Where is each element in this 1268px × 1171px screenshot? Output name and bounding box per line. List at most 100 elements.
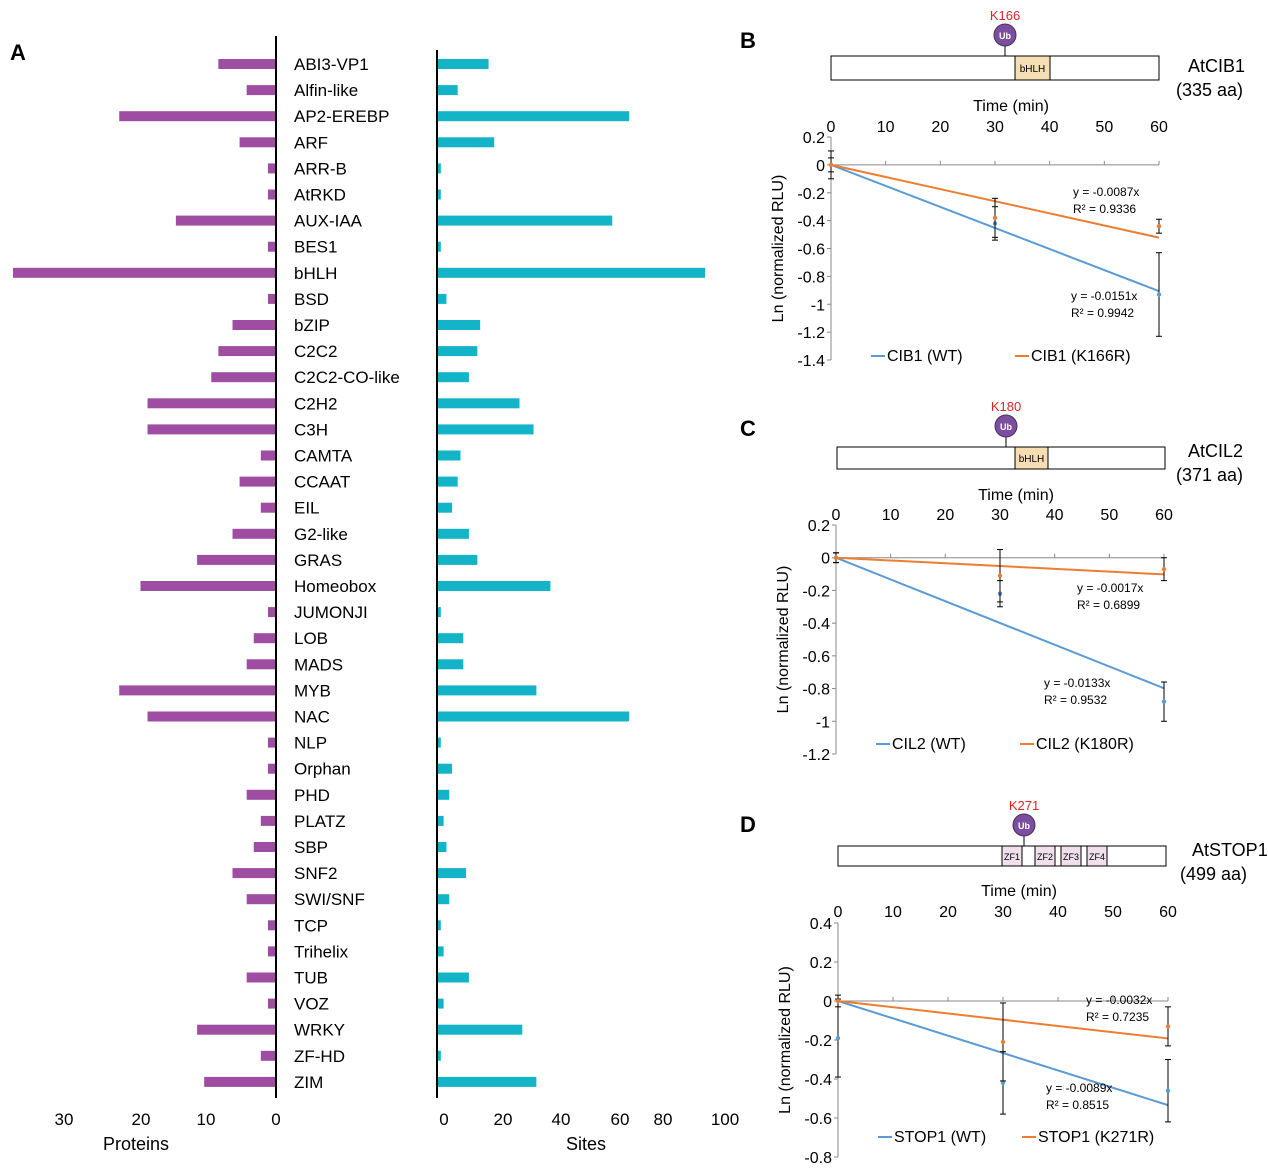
r-squared-mutant: R² = 0.7235 [1086,1010,1149,1024]
site-bar-JUMONJI [438,607,441,618]
category-label: ZIM [294,1073,323,1092]
legend-label-wt: CIL2 (WT) [892,736,966,753]
site-bar-NAC [438,711,630,722]
data-point-mutant [833,555,839,560]
y-tick-label: -1.2 [802,747,830,764]
category-label: LOB [294,629,328,648]
site-bar-C3H [438,424,534,435]
legend-label-wt: CIB1 (WT) [887,348,963,365]
ub-label: Ub [1000,422,1012,432]
category-label: ZF-HD [294,1047,345,1066]
y-tick-label: -0.4 [804,1072,832,1089]
x-tick-label: 10 [882,507,900,524]
domain-ZF4 [1086,845,1108,867]
category-label: PHD [294,786,330,805]
x-tick-label: 60 [1155,507,1173,524]
protein-diagram [836,446,1166,470]
sites-axis-label: Sites [566,1134,606,1154]
sites-tick: 60 [611,1110,630,1129]
protein-bar-C2H2 [147,398,275,409]
y-tick-label: -1.2 [797,325,825,342]
category-label: Trihelix [294,942,349,961]
site-bar-WRKY [438,1024,523,1035]
domain-bHLH [1014,55,1051,81]
protein-length: (335 aa) [1176,80,1243,100]
data-point-wt [1161,699,1167,704]
legend-label-mutant: CIL2 (K180R) [1036,736,1134,753]
y-tick-label: -0.6 [802,649,830,666]
category-label: MYB [294,681,331,700]
site-bar-VOZ [438,998,444,1009]
protein-bar-SWI/SNF [246,894,275,905]
category-label: G2-like [294,525,348,544]
sites-tick: 100 [711,1110,739,1129]
site-bar-Alfin-like [438,85,458,96]
category-label: Alfin-like [294,81,358,100]
x-tick-label: 60 [1159,904,1177,921]
y-tick-label: -0.6 [797,242,825,259]
site-bar-SBP [438,842,447,852]
category-label: NAC [294,708,330,727]
panel-label-c: C [740,416,756,441]
panel-label-b: B [740,28,756,53]
x-tick-label: 40 [1046,507,1064,524]
category-label: TUB [294,969,328,988]
protein-bar-VOZ [267,998,275,1009]
category-label: MADS [294,655,343,674]
site-bar-bZIP [438,320,481,330]
site-bar-C2C2 [438,346,478,357]
protein-bar-PHD [246,789,275,800]
protein-name: AtCIB1 [1188,56,1245,76]
domain-label: bHLH [1019,454,1045,465]
y-tick-label: 0.2 [808,518,830,535]
category-label: C3H [294,420,328,439]
site-bar-ABI3-VP1 [438,59,489,69]
x-tick-label: 30 [994,904,1012,921]
protein-diagram [830,55,1160,81]
category-label: Homeobox [294,577,377,596]
proteins-tick: 10 [197,1110,216,1129]
y-tick-label: -0.4 [802,616,830,633]
proteins-axis-label: Proteins [103,1134,169,1154]
y-axis-label: Ln (normalized RLU) [777,966,794,1114]
y-tick-label: 0.2 [810,955,832,972]
proteins-tick: 20 [132,1110,151,1129]
y-axis-label: Ln (normalized RLU) [770,175,787,323]
trendline-wt [835,556,1165,690]
site-bar-EIL [438,502,453,513]
x-tick-label: 10 [877,119,895,136]
x-tick-label: 50 [1104,904,1122,921]
category-label: C2C2 [294,342,337,361]
protein-bar-ABI3-VP1 [218,59,275,69]
y-tick-label: -0.2 [804,1033,832,1050]
protein-bar-Trihelix [267,946,275,957]
category-label: C2C2-CO-like [294,368,400,387]
data-point-mutant [1165,1024,1171,1029]
protein-bar-PLATZ [260,815,275,826]
protein-bar-JUMONJI [267,607,275,618]
protein-bar-MYB [119,685,275,696]
protein-bar-NAC [147,711,275,722]
x-tick-label: 30 [991,507,1009,524]
site-bar-G2-like [438,528,469,539]
protein-bar-G2-like [232,528,275,539]
panel-label-a: A [10,40,26,65]
protein-length: (371 aa) [1176,465,1243,485]
category-label: TCP [294,916,328,935]
protein-bar-AUX-IAA [175,215,275,226]
r-squared-wt: R² = 0.9942 [1071,306,1134,320]
x-axis-label: Time (min) [973,98,1049,115]
y-tick-label: -0.8 [804,1150,832,1167]
site-bar-C2H2 [438,398,520,409]
y-tick-label: 0 [816,158,825,175]
protein-bar-CAMTA [260,450,275,461]
category-label: BES1 [294,238,337,257]
data-point-mutant [992,215,998,221]
data-point-mutant [835,998,841,1004]
category-label: bZIP [294,316,330,335]
data-point-wt [1000,1080,1006,1086]
sites-tick: 40 [552,1110,571,1129]
site-label: K180 [991,399,1021,414]
